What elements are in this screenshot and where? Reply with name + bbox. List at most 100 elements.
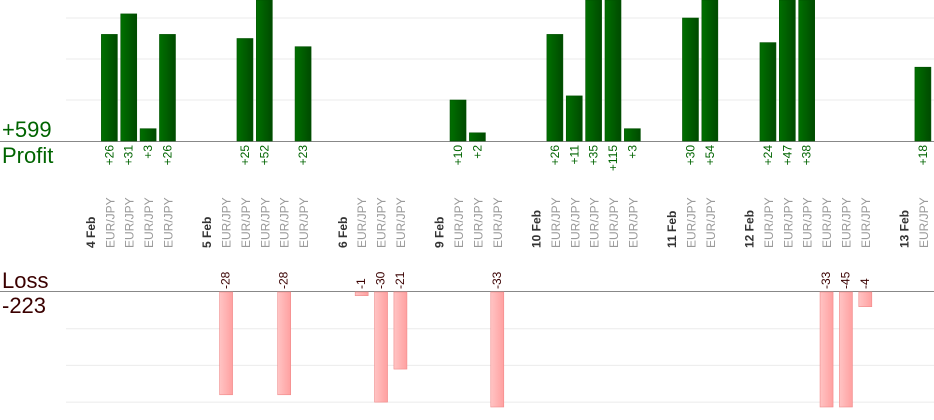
symbol-label: EUR/JPY (549, 197, 563, 248)
profit-bar (449, 99, 467, 142)
profit-bar (294, 46, 312, 142)
symbol-label: EUR/JPY (161, 197, 175, 248)
symbol-label: EUR/JPY (278, 197, 292, 248)
symbol-label: EUR/JPY (762, 197, 776, 248)
profit-value-label: +31 (122, 145, 136, 166)
profit-value-label: +26 (160, 145, 174, 166)
date-label: 11 Feb (665, 211, 679, 248)
profit-bar (139, 128, 157, 142)
profit-bar (798, 0, 815, 142)
profit-value-label: +47 (780, 145, 794, 166)
symbol-label: EUR/JPY (142, 197, 156, 248)
profit-bar (624, 128, 641, 142)
loss-value-label: -4 (858, 278, 872, 289)
profit-value-label: +26 (102, 145, 116, 166)
profit-value-label: +30 (683, 145, 697, 166)
profit-bar (759, 42, 777, 142)
profit-bar (682, 17, 699, 142)
symbol-label: EUR/JPY (471, 197, 485, 248)
loss-bar (819, 291, 834, 408)
symbol-label: EUR/JPY (355, 197, 369, 248)
loss-value-label: -21 (393, 271, 407, 289)
loss-total: -223 (2, 293, 47, 318)
profit-value-label: +25 (238, 145, 252, 166)
symbol-label: EUR/JPY (239, 197, 253, 248)
profit-value-label: +26 (548, 145, 562, 166)
profit-bar (101, 34, 118, 142)
loss-value-label: -28 (219, 271, 233, 289)
profit-value-label: +3 (141, 145, 155, 159)
profit-bar (585, 0, 602, 142)
symbol-label: EUR/JPY (588, 197, 602, 248)
symbol-label: EUR/JPY (820, 197, 834, 248)
symbol-label: EUR/JPY (607, 197, 621, 248)
symbol-label: EUR/JPY (258, 197, 272, 248)
profit-value-label: +23 (296, 145, 310, 166)
profit-value-label: +54 (703, 145, 717, 166)
loss-bar (393, 291, 408, 370)
symbol-label: EUR/JPY (394, 197, 408, 248)
profit-total: +599 (2, 117, 52, 142)
loss-bar (219, 291, 233, 396)
date-label: 12 Feb (743, 210, 757, 248)
profit-bar (469, 132, 486, 142)
profit-value-label: +24 (761, 145, 775, 166)
loss-value-label: -45 (838, 271, 852, 289)
date-label: 5 Feb (200, 217, 214, 248)
date-label: 4 Feb (84, 217, 98, 248)
loss-value-label: -33 (819, 271, 833, 289)
profit-label: Profit (2, 143, 54, 168)
loss-bar (839, 291, 853, 408)
profit-value-label: +52 (257, 145, 271, 166)
loss-bar (354, 291, 369, 296)
profit-value-label: +3 (625, 145, 639, 159)
profit-bar (565, 95, 583, 142)
loss-value-label: -1 (354, 278, 368, 289)
profit-value-label: +10 (451, 145, 465, 166)
profit-bar (914, 66, 932, 142)
symbol-label: EUR/JPY (103, 197, 117, 248)
symbol-label: EUR/JPY (297, 197, 311, 248)
profit-bar (779, 0, 796, 142)
profit-value-label: +11 (567, 145, 581, 165)
loss-bar (374, 291, 388, 403)
profit-value-label: +18 (916, 145, 930, 166)
date-label: 9 Feb (433, 217, 447, 248)
symbol-label: EUR/JPY (684, 197, 698, 248)
loss-value-label: -30 (374, 271, 388, 289)
symbol-label: EUR/JPY (375, 197, 389, 248)
profit-value-label: +2 (470, 145, 484, 159)
profit-value-label: +115 (606, 145, 620, 171)
profit-value-label: +38 (800, 145, 814, 166)
profit-bar (701, 0, 719, 142)
symbol-label: EUR/JPY (801, 197, 815, 248)
loss-bar (858, 291, 873, 307)
symbol-label: EUR/JPY (491, 197, 505, 248)
symbol-label: EUR/JPY (859, 197, 873, 248)
profit-bar (236, 38, 254, 142)
date-label: 6 Feb (336, 217, 350, 248)
profit-bar (546, 34, 564, 142)
profit-bar (604, 0, 622, 142)
date-label: 10 Feb (530, 210, 544, 248)
loss-value-label: -33 (490, 271, 504, 289)
loss-value-label: -28 (277, 271, 291, 289)
profit-bar (159, 34, 176, 142)
symbol-label: EUR/JPY (704, 197, 718, 248)
symbol-label: EUR/JPY (220, 197, 234, 248)
symbol-label: EUR/JPY (781, 197, 795, 248)
loss-bar (490, 291, 505, 408)
loss-bar (277, 291, 292, 396)
symbol-label: EUR/JPY (917, 197, 931, 248)
profit-bar (120, 13, 138, 142)
loss-label: Loss (2, 268, 49, 293)
date-label: 13 Feb (898, 210, 912, 248)
symbol-label: EUR/JPY (626, 197, 640, 248)
symbol-label: EUR/JPY (839, 197, 853, 248)
symbol-label: EUR/JPY (123, 197, 137, 248)
symbol-label: EUR/JPY (452, 197, 466, 248)
profit-value-label: +35 (587, 145, 601, 166)
profit-bar (256, 0, 273, 142)
symbol-label: EUR/JPY (568, 197, 582, 248)
